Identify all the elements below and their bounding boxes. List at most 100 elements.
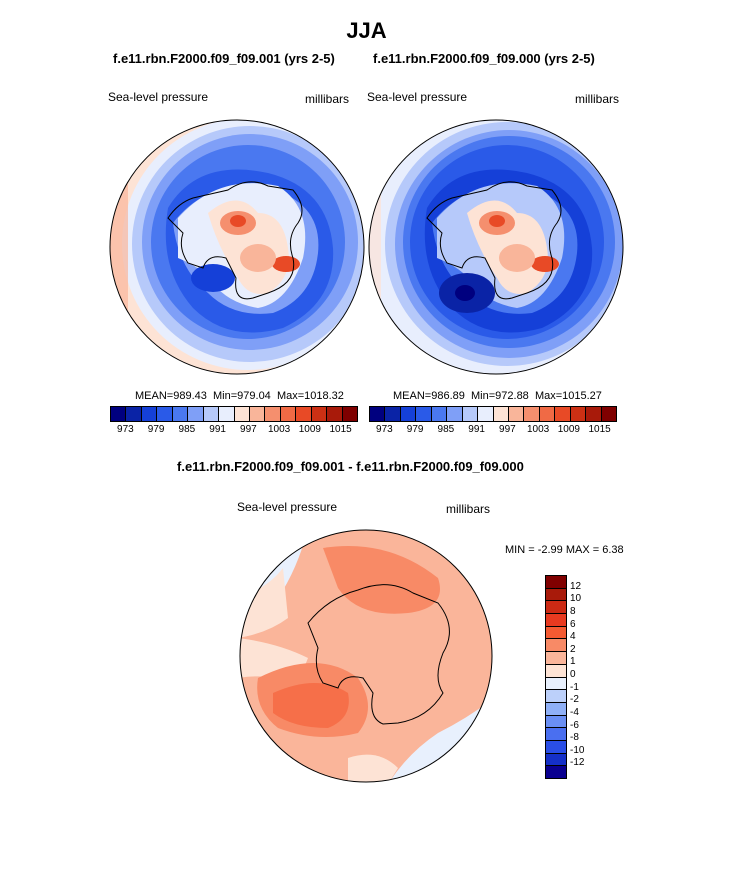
right-min: 972.88 bbox=[495, 390, 529, 402]
diff-minmax: MIN = -2.99 MAX = 6.38 bbox=[505, 544, 624, 556]
colorbar-tick-label: 985 bbox=[437, 424, 455, 435]
colorbar-swatch bbox=[416, 407, 432, 421]
diff-colorbar-swatch bbox=[546, 690, 566, 703]
diff-colorbar-swatch bbox=[546, 626, 566, 640]
colorbar-swatch bbox=[462, 407, 479, 421]
right-mean: 986.89 bbox=[431, 390, 465, 402]
colorbar-swatch bbox=[219, 407, 235, 421]
diff-colorbar-tick-label: 8 bbox=[570, 605, 576, 617]
diff-colorbar-tick-label: 10 bbox=[570, 593, 582, 605]
diff-colorbar-tick-label: -1 bbox=[570, 681, 579, 693]
right-stats: MEAN=986.89 Min=972.88 Max=1015.27 bbox=[393, 390, 602, 402]
diff-colorbar-tick-label: -8 bbox=[570, 732, 579, 744]
colorbar-swatch bbox=[203, 407, 220, 421]
colorbar-swatch bbox=[493, 407, 509, 421]
diff-variable-label: Sea-level pressure bbox=[237, 500, 338, 514]
colorbar-swatch bbox=[478, 407, 494, 421]
right-variable-label: Sea-level pressure bbox=[367, 90, 468, 104]
colorbar-swatch bbox=[234, 407, 250, 421]
difference-title: f.e11.rbn.F2000.f09_f09.001 - f.e11.rbn.… bbox=[177, 459, 524, 474]
colorbar-tick-label: 973 bbox=[117, 424, 134, 435]
colorbar-tick-label: 1009 bbox=[557, 424, 580, 435]
right-units-label: millibars bbox=[575, 92, 620, 106]
colorbar-swatch bbox=[508, 407, 525, 421]
left-min: 979.04 bbox=[237, 390, 271, 402]
diff-colorbar-tick-label: 4 bbox=[570, 631, 576, 643]
colorbar-swatch bbox=[370, 407, 386, 421]
diff-colorbar-swatch bbox=[546, 639, 566, 653]
colorbar-swatch bbox=[172, 407, 189, 421]
left-stats: MEAN=989.43 Min=979.04 Max=1018.32 bbox=[135, 390, 344, 402]
colorbar-swatch bbox=[524, 407, 540, 421]
diff-colorbar-swatch bbox=[546, 601, 566, 615]
diff-colorbar-swatch bbox=[546, 702, 566, 716]
left-panel-title: f.e11.rbn.F2000.f09_f09.001 (yrs 2-5) bbox=[113, 51, 335, 66]
diff-colorbar bbox=[545, 575, 567, 779]
diff-colorbar-tick-label: 0 bbox=[570, 669, 576, 680]
colorbar-swatch bbox=[431, 407, 448, 421]
right-colorbar bbox=[369, 406, 617, 422]
diff-colorbar-tick-label: -10 bbox=[570, 744, 585, 756]
colorbar-swatch bbox=[342, 407, 357, 421]
colorbar-swatch bbox=[188, 407, 204, 421]
right-polar-map bbox=[368, 119, 624, 375]
colorbar-tick-label: 985 bbox=[178, 424, 196, 435]
season-title: JJA bbox=[346, 18, 387, 43]
colorbar-tick-label: 997 bbox=[499, 424, 516, 435]
diff-colorbar-swatch bbox=[546, 614, 566, 627]
diff-units-label: millibars bbox=[446, 502, 491, 516]
diff-colorbar-tick-label: -4 bbox=[570, 706, 579, 718]
diff-colorbar-swatch bbox=[546, 588, 566, 602]
left-variable-label: Sea-level pressure bbox=[108, 90, 209, 104]
diff-colorbar-swatch bbox=[546, 677, 566, 691]
colorbar-swatch bbox=[570, 407, 587, 421]
colorbar-tick-label: 979 bbox=[406, 424, 424, 435]
diff-colorbar-swatch bbox=[546, 740, 566, 754]
colorbar-tick-label: 991 bbox=[468, 424, 485, 435]
right-panel-title: f.e11.rbn.F2000.f09_f09.000 (yrs 2-5) bbox=[373, 51, 595, 66]
colorbar-tick-label: 1015 bbox=[588, 424, 611, 435]
colorbar-swatch bbox=[539, 407, 556, 421]
colorbar-swatch bbox=[249, 407, 266, 421]
difference-polar-map bbox=[239, 529, 493, 783]
left-colorbar bbox=[110, 406, 358, 422]
diff-colorbar-swatch bbox=[546, 715, 566, 729]
colorbar-swatch bbox=[327, 407, 343, 421]
colorbar-swatch bbox=[447, 407, 463, 421]
colorbar-tick-label: 979 bbox=[147, 424, 165, 435]
colorbar-tick-label: 1009 bbox=[298, 424, 321, 435]
colorbar-swatch bbox=[111, 407, 127, 421]
diff-colorbar-swatch bbox=[546, 766, 566, 778]
colorbar-swatch bbox=[586, 407, 602, 421]
colorbar-swatch bbox=[141, 407, 158, 421]
diff-colorbar-tick-label: -6 bbox=[570, 719, 579, 731]
diff-colorbar-swatch bbox=[546, 728, 566, 741]
diff-colorbar-swatch bbox=[546, 753, 566, 767]
left-mean: 989.43 bbox=[173, 390, 207, 402]
colorbar-swatch bbox=[385, 407, 401, 421]
colorbar-swatch bbox=[555, 407, 571, 421]
diff-colorbar-tick-label: -12 bbox=[570, 757, 585, 769]
diff-colorbar-tick-label: 2 bbox=[570, 643, 576, 655]
right-max: 1015.27 bbox=[562, 390, 602, 402]
colorbar-tick-label: 991 bbox=[209, 424, 226, 435]
colorbar-swatch bbox=[265, 407, 281, 421]
colorbar-swatch bbox=[280, 407, 297, 421]
colorbar-tick-label: 1003 bbox=[268, 424, 291, 435]
colorbar-tick-label: 1003 bbox=[527, 424, 550, 435]
diff-colorbar-tick-label: 6 bbox=[570, 618, 576, 630]
left-units-label: millibars bbox=[305, 92, 350, 106]
diff-colorbar-swatch bbox=[546, 652, 566, 665]
left-max: 1018.32 bbox=[304, 390, 344, 402]
diff-colorbar-swatch bbox=[546, 664, 566, 678]
colorbar-swatch bbox=[126, 407, 142, 421]
colorbar-swatch bbox=[400, 407, 417, 421]
colorbar-swatch bbox=[311, 407, 328, 421]
diff-colorbar-swatch bbox=[546, 576, 566, 589]
colorbar-tick-label: 973 bbox=[376, 424, 393, 435]
diff-colorbar-tick-label: -2 bbox=[570, 694, 579, 706]
colorbar-swatch bbox=[601, 407, 616, 421]
colorbar-swatch bbox=[157, 407, 173, 421]
colorbar-swatch bbox=[296, 407, 312, 421]
diff-colorbar-tick-label: 1 bbox=[570, 656, 576, 668]
